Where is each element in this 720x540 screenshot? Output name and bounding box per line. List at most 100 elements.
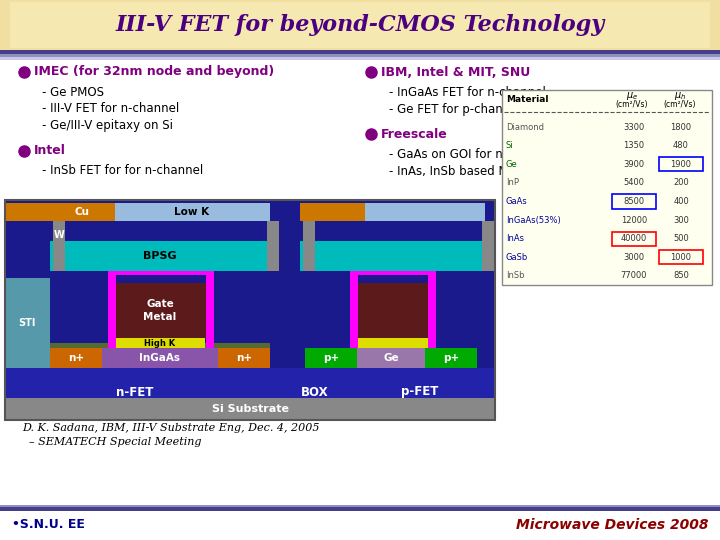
Bar (5, 200, 495, 420)
Bar (0, 507, 720, 511)
Text: 480: 480 (673, 141, 689, 150)
Text: p+: p+ (323, 353, 339, 363)
Bar (115, 203, 270, 221)
Bar (365, 203, 485, 221)
Bar (108, 271, 214, 275)
Bar (53, 221, 65, 271)
Text: 40000: 40000 (621, 234, 647, 243)
Text: n+: n+ (68, 353, 84, 363)
Text: p-FET: p-FET (401, 386, 438, 399)
Text: - GaAs on GOI for n-channel: - GaAs on GOI for n-channel (389, 147, 554, 160)
Text: Gate: Gate (146, 299, 174, 309)
Bar (0, 57, 720, 60)
Text: InAs: InAs (506, 234, 524, 243)
Text: High K: High K (145, 339, 176, 348)
Bar (5, 200, 495, 420)
Bar (50, 348, 102, 368)
Text: 5400: 5400 (624, 178, 644, 187)
Text: InGaAs: InGaAs (140, 353, 181, 363)
Text: - Ge/III-V epitaxy on Si: - Ge/III-V epitaxy on Si (42, 119, 173, 132)
Bar (612, 232, 656, 246)
Text: 1800: 1800 (670, 123, 692, 132)
Text: Ge: Ge (506, 160, 518, 169)
Bar (5, 368, 495, 398)
Text: - III-V FET for n-channel: - III-V FET for n-channel (42, 103, 179, 116)
Text: 1350: 1350 (624, 141, 644, 150)
Text: GaSb: GaSb (506, 253, 528, 262)
Bar (0, 50, 720, 54)
Bar (50, 203, 115, 221)
Text: – SEMATECH Special Meeting: – SEMATECH Special Meeting (22, 437, 202, 447)
Bar (350, 273, 358, 348)
Bar (0, 505, 720, 507)
Bar (10, 2, 710, 48)
Bar (659, 157, 703, 171)
Text: $\mu_e$: $\mu_e$ (626, 90, 638, 102)
Text: InGaAs(53%): InGaAs(53%) (506, 215, 561, 225)
Bar (5, 203, 50, 221)
Text: 300: 300 (673, 215, 689, 225)
Text: III-V FET for beyond-CMOS Technology: III-V FET for beyond-CMOS Technology (115, 14, 605, 36)
Bar (5, 278, 50, 368)
Text: Freescale: Freescale (381, 127, 448, 140)
Text: BOX: BOX (301, 386, 329, 399)
Text: STI: STI (18, 318, 36, 328)
Text: GaAs: GaAs (506, 197, 528, 206)
Bar (482, 221, 494, 271)
Bar (102, 348, 218, 368)
Text: 3900: 3900 (624, 160, 644, 169)
Text: 500: 500 (673, 234, 689, 243)
Bar (115, 338, 205, 348)
Text: 1000: 1000 (670, 253, 691, 262)
Bar (5, 398, 495, 420)
Bar (300, 241, 485, 271)
Bar (303, 221, 315, 271)
Text: Microwave Devices 2008: Microwave Devices 2008 (516, 518, 708, 532)
Bar (0, 508, 720, 540)
Bar (425, 348, 477, 368)
Text: Si: Si (506, 141, 513, 150)
Text: •S.N.U. EE: •S.N.U. EE (12, 518, 85, 531)
Bar (353, 283, 433, 338)
Bar (108, 273, 116, 348)
Text: n-FET: n-FET (117, 386, 153, 399)
Bar (267, 221, 279, 271)
Text: Si Substrate: Si Substrate (212, 404, 289, 414)
Text: Diamond: Diamond (506, 123, 544, 132)
Text: 3300: 3300 (624, 123, 644, 132)
Text: p+: p+ (443, 353, 459, 363)
Text: IMEC (for 32nm node and beyond): IMEC (for 32nm node and beyond) (34, 65, 274, 78)
Text: 12000: 12000 (621, 215, 647, 225)
Text: Material: Material (506, 94, 549, 104)
Text: Low K: Low K (174, 207, 210, 217)
Bar (300, 203, 365, 221)
Bar (0, 54, 720, 57)
Bar (218, 348, 270, 368)
Bar (110, 283, 210, 338)
Bar (305, 348, 357, 368)
Text: n+: n+ (236, 353, 252, 363)
Text: 3000: 3000 (624, 253, 644, 262)
Text: 8500: 8500 (624, 197, 644, 206)
Bar (502, 90, 712, 285)
Text: D. K. Sadana, IBM, III-V Substrate Eng, Dec. 4, 2005: D. K. Sadana, IBM, III-V Substrate Eng, … (22, 423, 320, 433)
Text: - InSb FET for for n-channel: - InSb FET for for n-channel (42, 165, 203, 178)
Text: Intel: Intel (34, 145, 66, 158)
Bar (0, 0, 720, 50)
Text: Ge: Ge (383, 353, 399, 363)
Text: Cu: Cu (74, 207, 89, 217)
Text: W: W (53, 230, 64, 240)
Text: - InGaAs FET for n-channel: - InGaAs FET for n-channel (389, 85, 546, 98)
Text: - Ge PMOS: - Ge PMOS (42, 85, 104, 98)
Bar (428, 273, 436, 348)
Text: - Ge FET for p-channel: - Ge FET for p-channel (389, 103, 521, 116)
Text: - InAs, InSb based MOSFET on Si: - InAs, InSb based MOSFET on Si (389, 165, 580, 178)
Text: 77000: 77000 (621, 271, 647, 280)
Text: $\mu_h$: $\mu_h$ (674, 90, 686, 102)
Text: 1900: 1900 (670, 160, 691, 169)
Text: BPSG: BPSG (143, 251, 177, 261)
Text: Metal: Metal (143, 312, 176, 322)
Text: InP: InP (506, 178, 519, 187)
Bar (50, 241, 270, 271)
Bar (612, 194, 656, 208)
